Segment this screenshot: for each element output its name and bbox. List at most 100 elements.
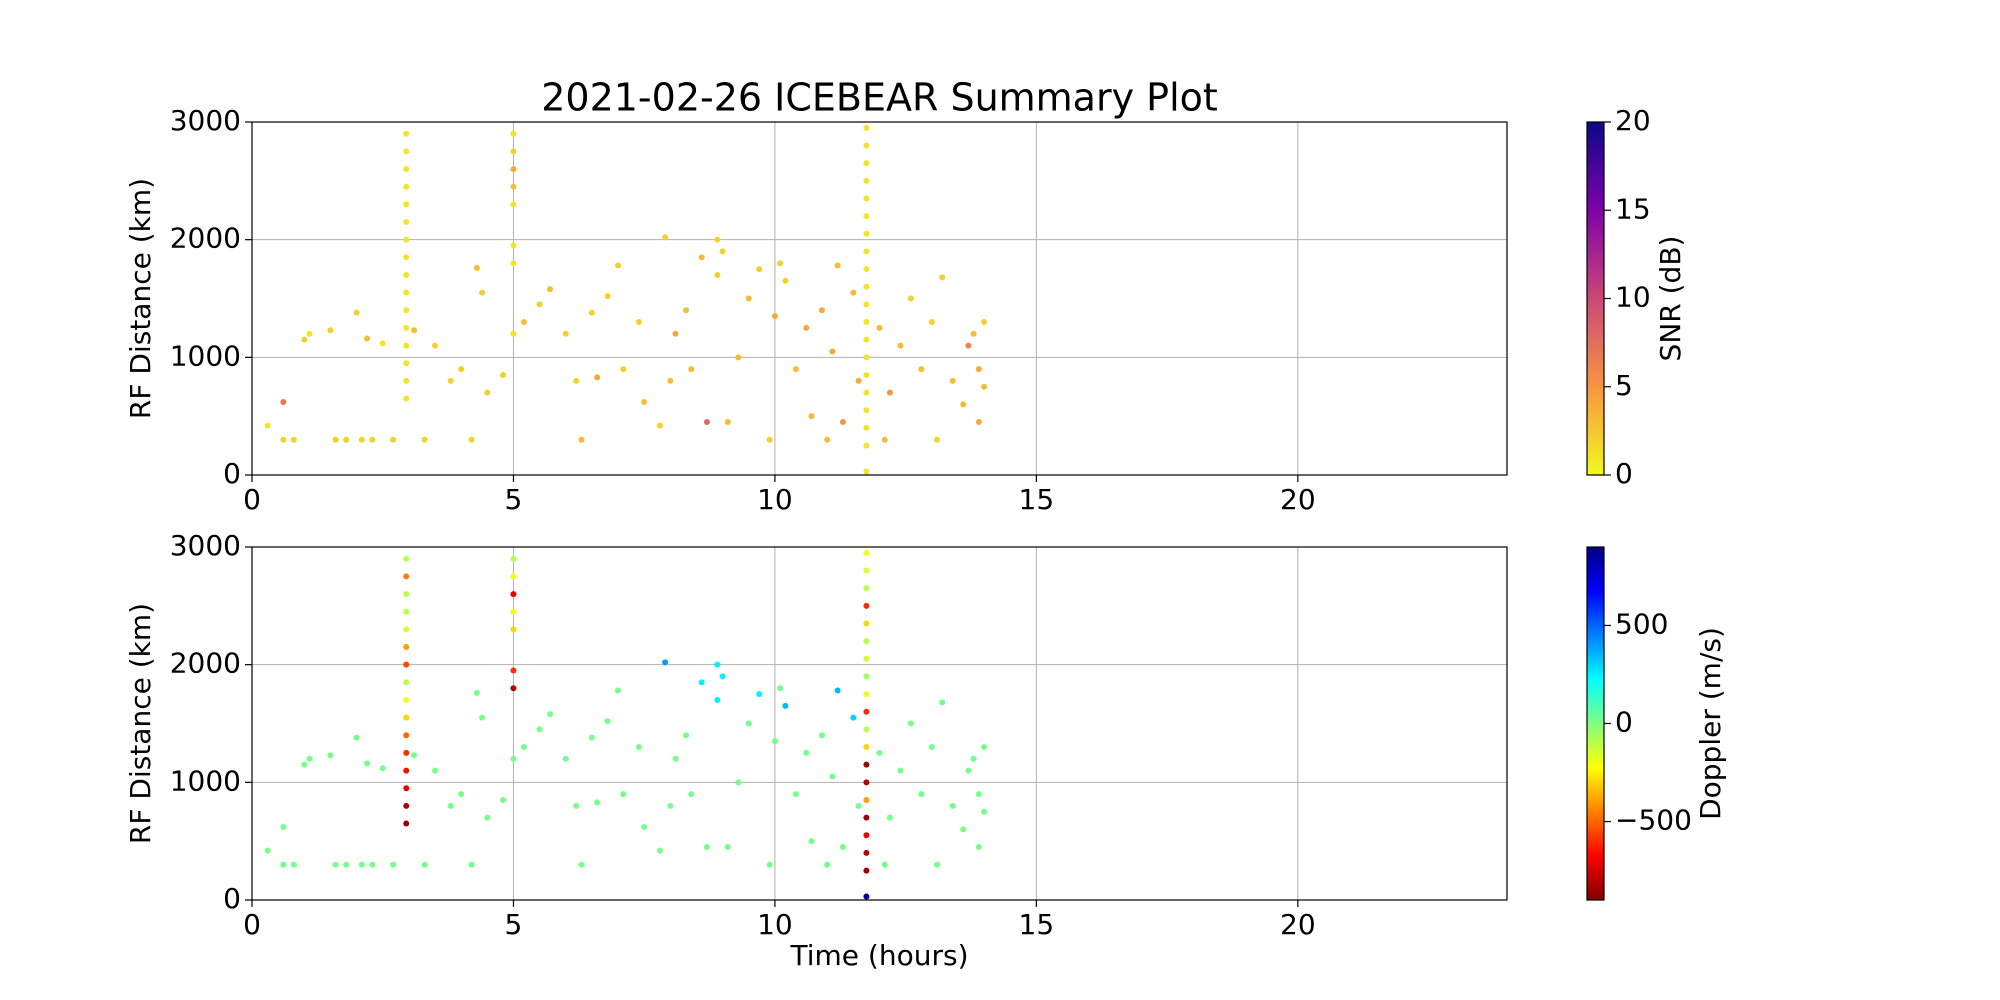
point bbox=[855, 377, 862, 384]
point bbox=[756, 691, 763, 698]
point bbox=[403, 342, 410, 349]
point bbox=[635, 744, 642, 751]
point bbox=[594, 799, 601, 806]
point bbox=[403, 644, 410, 651]
point bbox=[500, 371, 506, 378]
point bbox=[510, 242, 517, 249]
point bbox=[688, 366, 695, 373]
point bbox=[897, 767, 904, 774]
point bbox=[403, 324, 410, 331]
point bbox=[403, 608, 410, 615]
point bbox=[949, 802, 956, 809]
point bbox=[403, 785, 410, 792]
point bbox=[863, 407, 870, 414]
point bbox=[510, 591, 517, 598]
point bbox=[562, 755, 569, 762]
colorbar-tick-label: 10 bbox=[1615, 281, 1651, 314]
point bbox=[777, 260, 784, 267]
point bbox=[766, 861, 773, 868]
point bbox=[863, 160, 870, 167]
x-tick-label: 10 bbox=[757, 908, 793, 941]
colorbar bbox=[1586, 121, 1605, 476]
point bbox=[667, 802, 674, 809]
point bbox=[714, 661, 721, 668]
point bbox=[960, 826, 967, 833]
point bbox=[562, 330, 569, 337]
point bbox=[863, 248, 870, 255]
point bbox=[510, 667, 517, 674]
point bbox=[863, 283, 870, 290]
point bbox=[703, 844, 710, 851]
point bbox=[863, 673, 870, 680]
point bbox=[863, 468, 870, 475]
point bbox=[771, 738, 778, 745]
point bbox=[432, 767, 439, 774]
point bbox=[484, 389, 491, 396]
point bbox=[473, 689, 480, 696]
point bbox=[264, 422, 271, 429]
point bbox=[907, 295, 914, 302]
point bbox=[403, 360, 410, 367]
point bbox=[808, 838, 815, 845]
point bbox=[578, 436, 585, 443]
point bbox=[510, 201, 517, 208]
point bbox=[782, 277, 789, 284]
point bbox=[510, 608, 517, 615]
point bbox=[547, 286, 554, 293]
point bbox=[886, 389, 893, 396]
point bbox=[863, 620, 870, 627]
point bbox=[510, 183, 517, 190]
point bbox=[850, 714, 857, 721]
point bbox=[510, 755, 517, 762]
y-tick-label: 2000 bbox=[170, 647, 241, 680]
point bbox=[353, 734, 360, 741]
point bbox=[447, 802, 454, 809]
point bbox=[403, 732, 410, 739]
point bbox=[468, 436, 475, 443]
point bbox=[635, 319, 642, 326]
y-tick-label: 3000 bbox=[170, 529, 241, 562]
point bbox=[735, 779, 742, 786]
point bbox=[970, 330, 977, 337]
point bbox=[703, 419, 710, 426]
point bbox=[280, 436, 287, 443]
point bbox=[432, 342, 439, 349]
point bbox=[863, 142, 870, 149]
point bbox=[332, 861, 339, 868]
point bbox=[510, 555, 517, 562]
point bbox=[280, 399, 287, 406]
point bbox=[588, 734, 595, 741]
point bbox=[484, 814, 491, 821]
y-tick-label: 0 bbox=[223, 882, 241, 915]
point bbox=[403, 555, 410, 562]
point bbox=[863, 744, 870, 751]
colorbar-tick-label: 500 bbox=[1615, 607, 1668, 640]
point bbox=[604, 293, 611, 300]
x-tick-label: 5 bbox=[505, 908, 523, 941]
colorbar-label: Doppler (m/s) bbox=[1694, 627, 1727, 820]
point bbox=[358, 861, 365, 868]
point bbox=[403, 820, 410, 827]
point bbox=[403, 661, 410, 668]
colorbar-tick-label: 15 bbox=[1615, 192, 1651, 225]
point bbox=[949, 377, 956, 384]
point bbox=[510, 260, 517, 267]
point bbox=[792, 366, 799, 373]
point bbox=[850, 289, 857, 296]
point bbox=[479, 289, 486, 296]
point bbox=[863, 779, 870, 786]
x-tick-label: 20 bbox=[1280, 908, 1316, 941]
point bbox=[403, 201, 410, 208]
point bbox=[403, 148, 410, 155]
point bbox=[403, 307, 410, 314]
point bbox=[863, 655, 870, 662]
point bbox=[886, 814, 893, 821]
point bbox=[615, 262, 622, 269]
point bbox=[510, 148, 517, 155]
point bbox=[863, 849, 870, 856]
point bbox=[863, 389, 870, 396]
point bbox=[403, 183, 410, 190]
point bbox=[782, 702, 789, 709]
axes-frame bbox=[251, 546, 1508, 901]
